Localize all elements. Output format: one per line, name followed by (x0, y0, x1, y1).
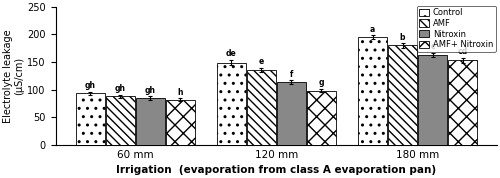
X-axis label: Irrigation  (evaporation from class A evaporation pan): Irrigation (evaporation from class A eva… (116, 165, 436, 175)
Bar (136, 98, 164, 145)
Text: c: c (430, 42, 435, 51)
Text: b: b (400, 33, 406, 41)
Text: h: h (178, 88, 183, 97)
Bar (388, 45, 417, 145)
Text: de: de (226, 49, 236, 58)
Bar (448, 60, 477, 145)
Text: gh: gh (114, 84, 126, 93)
Text: gh: gh (144, 86, 156, 95)
Text: cd: cd (458, 48, 468, 56)
Bar (247, 70, 276, 145)
Bar (166, 100, 194, 145)
Bar (358, 37, 387, 145)
Bar (277, 82, 306, 145)
Text: a: a (370, 25, 375, 34)
Bar (307, 91, 336, 145)
Text: e: e (258, 57, 264, 66)
Bar (106, 96, 134, 145)
Text: gh: gh (84, 81, 96, 90)
Legend: Control, AMF, Nitroxin, AMF+ Nitroxin: Control, AMF, Nitroxin, AMF+ Nitroxin (417, 6, 496, 52)
Bar (76, 93, 104, 145)
Text: g: g (318, 78, 324, 87)
Y-axis label: Electrolyte leakage
(μS/cm): Electrolyte leakage (μS/cm) (3, 29, 24, 123)
Bar (217, 62, 246, 145)
Bar (418, 55, 447, 145)
Text: f: f (290, 70, 293, 78)
